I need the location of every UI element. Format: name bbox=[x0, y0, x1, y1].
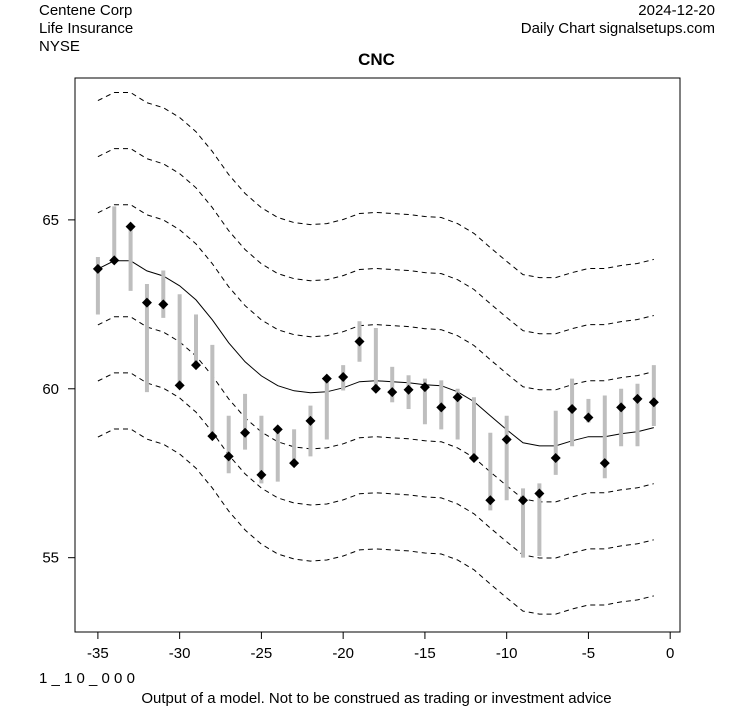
model-band-line bbox=[97, 428, 654, 615]
close-marker bbox=[485, 495, 496, 506]
chart-date: 2024-12-20 bbox=[638, 2, 715, 19]
close-marker bbox=[92, 263, 103, 274]
company-name: Centene Corp bbox=[39, 2, 133, 19]
close-marker bbox=[370, 383, 381, 394]
x-tick-label: -10 bbox=[496, 645, 518, 662]
close-marker bbox=[436, 402, 447, 413]
close-marker bbox=[387, 387, 398, 398]
close-marker bbox=[550, 453, 561, 464]
close-marker bbox=[125, 221, 136, 232]
close-marker bbox=[501, 434, 512, 445]
close-marker bbox=[534, 488, 545, 499]
x-tick-label: -25 bbox=[251, 645, 273, 662]
close-marker bbox=[338, 371, 349, 382]
close-marker bbox=[648, 397, 659, 408]
sector: Life Insurance bbox=[39, 20, 134, 37]
close-marker bbox=[567, 404, 578, 415]
exchange: NYSE bbox=[39, 38, 80, 55]
close-marker bbox=[158, 299, 169, 310]
x-tick-label: -15 bbox=[414, 645, 436, 662]
close-marker bbox=[141, 297, 152, 308]
model-band-line bbox=[97, 92, 654, 279]
close-marker bbox=[256, 469, 267, 480]
disclaimer: Output of a model. Not to be construed a… bbox=[141, 690, 612, 707]
close-marker bbox=[109, 255, 120, 266]
close-marker bbox=[632, 393, 643, 404]
close-marker bbox=[272, 424, 283, 435]
x-tick-label: -20 bbox=[332, 645, 354, 662]
footer-code: 1 _ 1 0 _ 0 0 0 bbox=[39, 670, 135, 687]
close-marker bbox=[599, 458, 610, 469]
close-marker bbox=[583, 412, 594, 423]
close-marker bbox=[403, 384, 414, 395]
close-marker bbox=[207, 431, 218, 442]
close-marker bbox=[452, 392, 463, 403]
x-tick-label: -5 bbox=[582, 645, 595, 662]
close-marker bbox=[354, 336, 365, 347]
close-marker bbox=[419, 382, 430, 393]
close-marker bbox=[289, 458, 300, 469]
close-marker bbox=[240, 427, 251, 438]
y-tick-label: 60 bbox=[42, 381, 59, 398]
close-marker bbox=[616, 402, 627, 413]
y-tick-label: 65 bbox=[42, 212, 59, 229]
x-tick-label: 0 bbox=[666, 645, 674, 662]
x-tick-label: -35 bbox=[87, 645, 109, 662]
chart-title: CNC bbox=[358, 50, 395, 69]
close-marker bbox=[174, 380, 185, 391]
x-tick-label: -30 bbox=[169, 645, 191, 662]
y-tick-label: 55 bbox=[42, 550, 59, 567]
close-marker bbox=[305, 415, 316, 426]
chart-source: Daily Chart signalsetups.com bbox=[520, 20, 715, 37]
close-marker bbox=[321, 373, 332, 384]
close-marker bbox=[518, 495, 529, 506]
close-marker bbox=[223, 451, 234, 462]
close-marker bbox=[468, 453, 479, 464]
close-marker bbox=[191, 360, 201, 371]
plot-frame bbox=[74, 77, 681, 633]
